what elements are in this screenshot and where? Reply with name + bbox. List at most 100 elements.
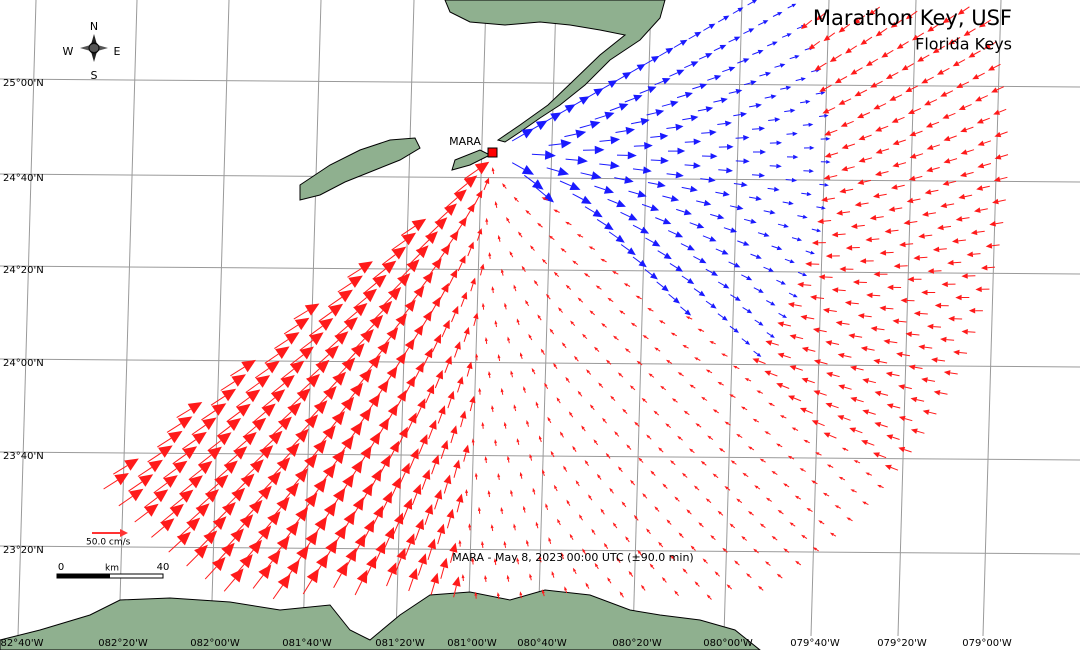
vector-shaft — [570, 100, 582, 108]
vector-head — [341, 435, 354, 450]
vector-head — [153, 489, 169, 503]
vector-head — [839, 188, 847, 194]
vector-shaft — [802, 124, 809, 126]
vector-shaft — [876, 216, 884, 219]
vector-shaft — [987, 266, 996, 269]
vector-shaft — [666, 173, 677, 176]
vector-head — [673, 297, 680, 304]
vector-shaft — [409, 457, 415, 470]
vector-shaft — [892, 436, 900, 440]
vector-shaft — [713, 99, 722, 103]
vector-head — [612, 522, 617, 527]
vector-head — [541, 258, 546, 263]
vector-shaft — [760, 588, 764, 591]
vector-head — [811, 480, 816, 484]
vector-head — [568, 411, 573, 416]
vector-head — [315, 359, 330, 374]
vector-head — [633, 514, 638, 519]
vector-head — [848, 333, 855, 339]
vector-head — [332, 371, 346, 386]
vector-head — [845, 47, 852, 54]
vector-head — [179, 489, 194, 503]
vector-shaft — [723, 227, 732, 231]
lat-line — [0, 173, 1080, 183]
vector-shaft — [796, 26, 803, 30]
vector-head — [853, 18, 861, 25]
vector-head — [226, 418, 242, 431]
vector-head — [789, 259, 795, 264]
vector-head — [521, 128, 534, 139]
vector-head — [382, 260, 397, 274]
vector-head — [532, 487, 536, 492]
vector-shaft — [795, 367, 803, 371]
vector-head — [333, 487, 346, 503]
vector-shaft — [532, 247, 535, 251]
vector-shaft — [932, 23, 940, 29]
vector-shaft — [771, 342, 779, 346]
vector-head — [350, 343, 365, 358]
vector-shaft — [810, 70, 817, 73]
vector-head — [675, 231, 684, 238]
vector-head — [925, 122, 933, 128]
vector-head — [424, 504, 434, 515]
vector-shaft — [624, 411, 628, 414]
vector-shaft — [501, 272, 504, 276]
vector-shaft — [697, 358, 701, 361]
vector-shaft — [663, 387, 667, 391]
vector-shaft — [717, 123, 726, 125]
vector-shaft — [721, 449, 725, 453]
vector-shaft — [220, 381, 235, 391]
vector-shaft — [709, 596, 712, 600]
vector-head — [799, 468, 804, 472]
vector-head — [653, 410, 658, 415]
vector-shaft — [733, 462, 737, 465]
vector-shaft — [676, 208, 685, 213]
vector-head — [242, 432, 257, 446]
vector-head — [887, 284, 894, 291]
vector-shaft — [982, 117, 990, 122]
vector-head — [589, 404, 594, 409]
vector-head — [322, 425, 336, 440]
vector-head — [637, 190, 647, 198]
vector-head — [791, 177, 797, 183]
vector-head — [391, 246, 407, 260]
vector-shaft — [427, 547, 433, 561]
vector-shaft — [845, 448, 849, 451]
vector-shaft — [710, 437, 714, 441]
vector-shaft — [837, 506, 842, 509]
vector-head — [468, 241, 474, 250]
vector-head — [461, 574, 465, 579]
vector-head — [921, 377, 928, 383]
vector-head — [733, 328, 739, 333]
vector-head — [188, 475, 203, 489]
vector-shaft — [614, 177, 626, 181]
vector-head — [677, 147, 686, 155]
vector-head — [630, 479, 634, 484]
vector-head — [507, 336, 511, 341]
vector-head — [694, 357, 699, 361]
vector-head — [583, 273, 589, 277]
vector-head — [387, 403, 398, 417]
vector-shaft — [878, 103, 887, 108]
vector-head — [860, 346, 868, 352]
vector-shaft — [965, 126, 974, 131]
vector-shaft — [757, 232, 765, 236]
vector-shaft — [448, 276, 454, 287]
vector-head — [387, 287, 402, 301]
vector-head — [563, 465, 567, 470]
vector-head — [572, 260, 577, 264]
vector-shaft — [727, 423, 731, 426]
vector-head — [776, 163, 782, 169]
vector-head — [740, 111, 747, 118]
vector-head — [114, 473, 129, 486]
vector-head — [670, 195, 680, 202]
vector-shaft — [494, 561, 497, 566]
vector-head — [649, 563, 654, 568]
vector-shaft — [113, 465, 128, 475]
vector-head — [378, 300, 393, 315]
vector-head — [348, 275, 363, 288]
vector-head — [513, 404, 517, 409]
vector-head — [203, 530, 218, 545]
vector-head — [958, 104, 966, 110]
vector-head — [747, 446, 753, 450]
